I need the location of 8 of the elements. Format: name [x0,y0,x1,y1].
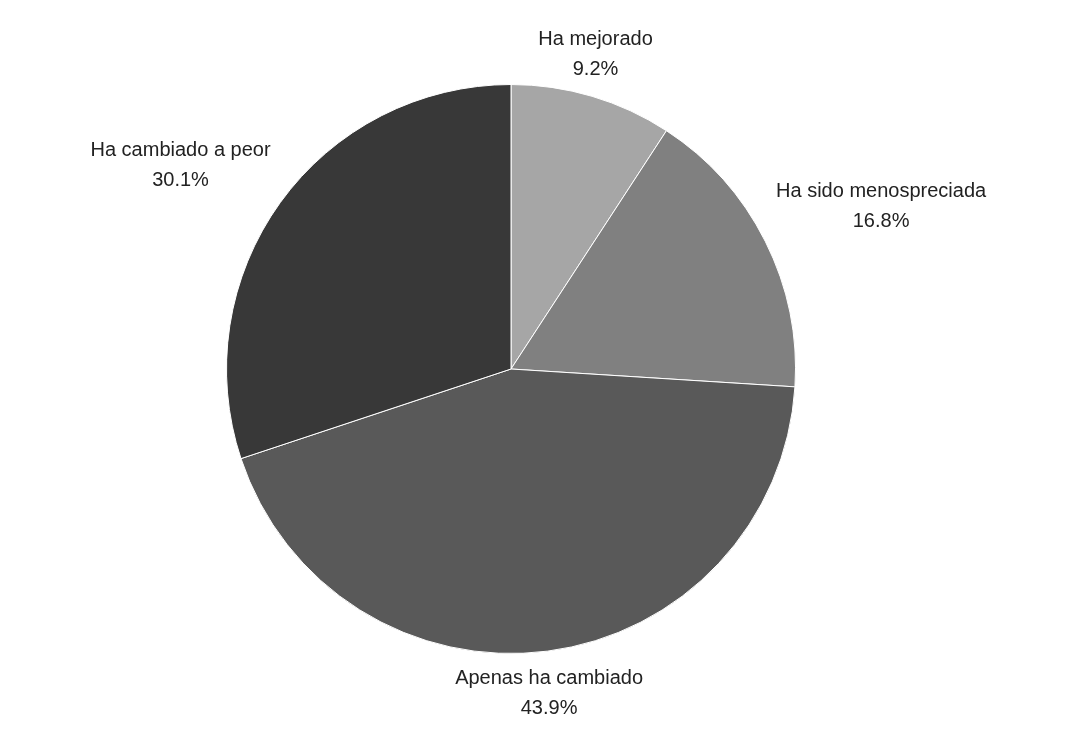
data-label: 43.9% [520,695,578,718]
slice-label: Ha sido menospreciada [776,178,988,201]
slice-label: Ha mejorado [538,27,653,50]
slice-label: Apenas ha cambiado [455,665,644,688]
data-label: 30.1% [152,167,210,190]
slice-label: Ha cambiado a peor [90,137,271,160]
data-label: 9.2% [572,57,619,80]
data-label: 16.8% [852,208,910,231]
